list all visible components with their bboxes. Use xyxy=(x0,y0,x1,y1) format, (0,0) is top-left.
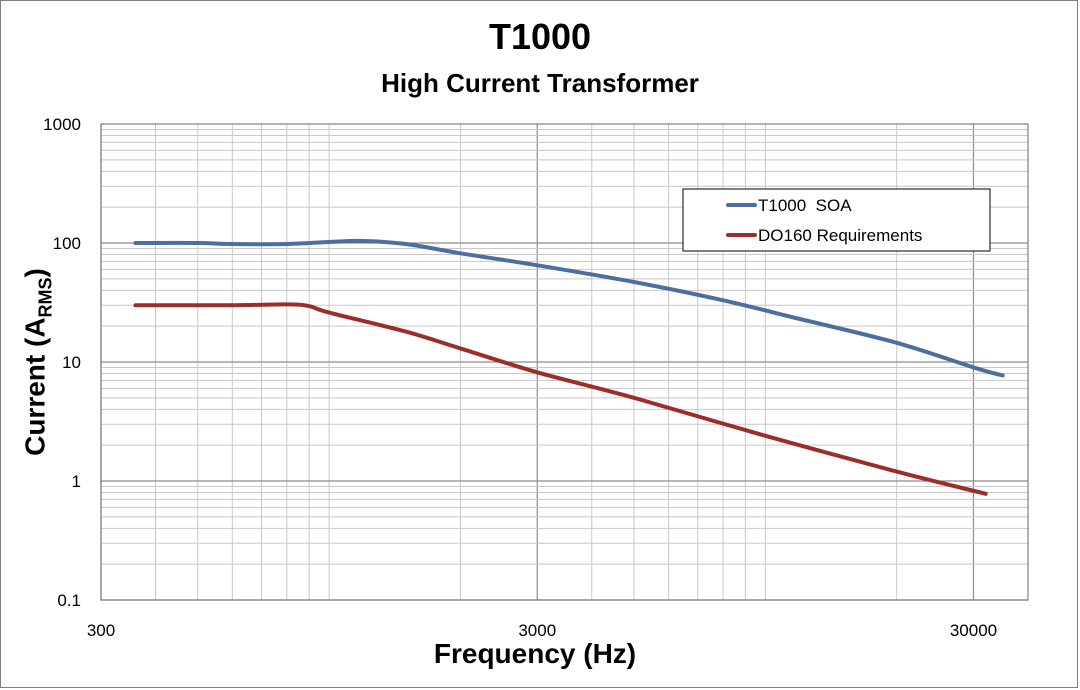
series-layer xyxy=(133,238,1005,496)
grid xyxy=(100,124,1029,601)
y-axis-label-close: ) xyxy=(19,268,51,278)
legend-label-2: DO160 Requirements xyxy=(758,226,922,245)
x-axis-label: Frequency (Hz) xyxy=(433,638,637,669)
y-tick-label: 1000 xyxy=(43,115,81,134)
chart-title: T1000 xyxy=(488,16,592,57)
legend-label-1: T1000 SOA xyxy=(758,196,852,215)
y-axis-label-main: Current (A xyxy=(19,317,51,456)
tick-labels: 0.1 1 10 100 1000 300 3000 30000 xyxy=(43,115,997,640)
plot-border xyxy=(100,123,1029,601)
series-line-1 xyxy=(133,238,1005,378)
y-tick-label: 10 xyxy=(62,353,81,372)
series-line-2 xyxy=(133,302,988,496)
y-axis-label: Current (ARMS) xyxy=(20,268,57,456)
chart-subtitle: High Current Transformer xyxy=(381,68,699,98)
legend-box xyxy=(682,188,991,252)
y-tick-label: 0.1 xyxy=(57,591,81,610)
legend: T1000 SOA DO160 Requirements xyxy=(682,188,991,252)
x-tick-label: 300 xyxy=(87,621,115,640)
x-tick-label: 3000 xyxy=(518,621,556,640)
x-tick-label: 30000 xyxy=(950,621,997,640)
y-axis-label-subscript: RMS xyxy=(35,277,56,318)
y-tick-label: 1 xyxy=(72,472,81,491)
y-tick-label: 100 xyxy=(53,234,81,253)
